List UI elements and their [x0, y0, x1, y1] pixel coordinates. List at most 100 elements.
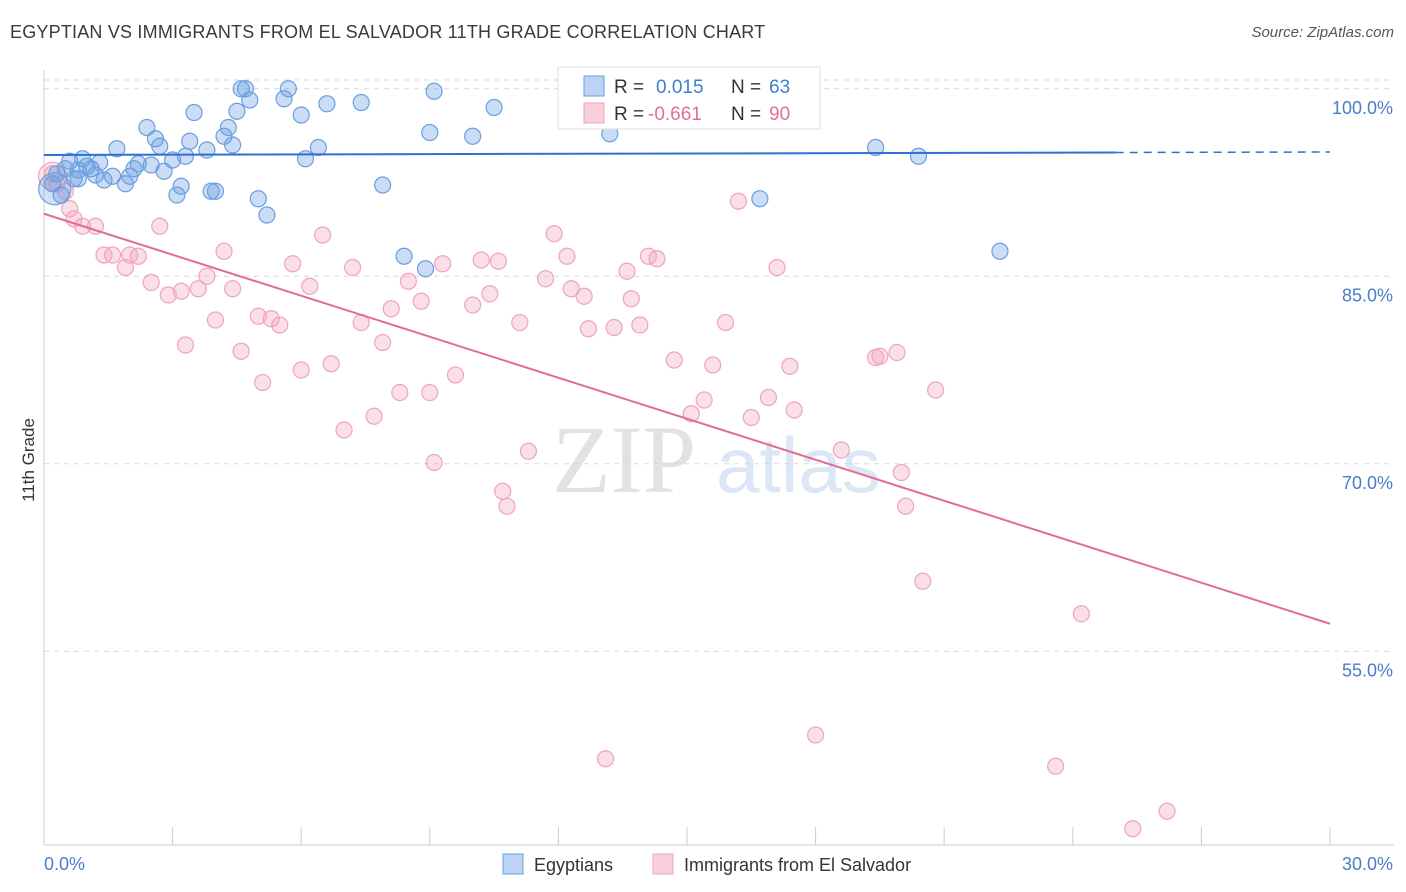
bottom-legend-swatch-pink: [652, 853, 674, 875]
y-tick-label: 85.0%: [1342, 285, 1393, 305]
data-point-egyptians: [103, 167, 122, 185]
data-point-egyptians: [991, 242, 1009, 260]
source-credit: Source: ZipAtlas.com: [1251, 24, 1394, 41]
data-point-immigrants-el-salvador: [648, 250, 666, 268]
data-point-immigrants-el-salvador: [425, 453, 443, 472]
data-point-immigrants-el-salvador: [489, 252, 507, 270]
data-point-egyptians-cluster: [38, 172, 72, 206]
data-point-immigrants-el-salvador: [335, 421, 353, 439]
data-point-egyptians: [292, 106, 310, 124]
axes: [43, 70, 1394, 846]
x-tick-label-max: 30.0%: [1342, 854, 1393, 874]
data-point-egyptians: [228, 102, 246, 120]
data-point-immigrants-el-salvador: [622, 290, 640, 308]
data-point-egyptians: [95, 171, 113, 189]
data-point-immigrants-el-salvador: [519, 442, 537, 460]
data-point-immigrants-el-salvador: [575, 287, 593, 305]
data-point-immigrants-el-salvador: [618, 262, 636, 280]
trend-lines: [43, 151, 1331, 625]
data-point-immigrants-el-salvador: [365, 407, 383, 425]
data-point-immigrants-el-salvador: [914, 572, 932, 590]
data-point-egyptians: [164, 151, 182, 169]
data-point-immigrants-el-salvador: [695, 391, 713, 409]
data-point-immigrants-el-salvador: [421, 383, 439, 402]
legend-r-value-pink: -0.661: [648, 104, 702, 125]
data-point-egyptians: [69, 161, 87, 179]
legend-n-value-blue: 63: [769, 77, 790, 98]
data-point-immigrants-el-salvador: [121, 246, 139, 264]
y-axis-tick-labels: 55.0% 70.0% 85.0% 100.0%: [1332, 98, 1393, 681]
data-point-egyptians: [485, 98, 503, 117]
data-point-immigrants-el-salvador: [1158, 802, 1176, 820]
data-point-egyptians: [249, 190, 267, 208]
trend-line-immigrants-el-salvador: [43, 212, 1331, 625]
data-point-egyptians: [318, 95, 336, 113]
data-point-immigrants-el-salvador: [716, 313, 735, 332]
data-point-immigrants-el-salvador: [742, 408, 760, 427]
legend-n-value-pink: 90: [769, 104, 790, 125]
legend-n-label-pink: N =: [731, 104, 761, 125]
watermark-zip: ZIP: [552, 406, 696, 513]
data-point-immigrants-el-salvador: [1047, 757, 1065, 775]
data-point-egyptians: [309, 138, 327, 157]
data-point-immigrants-el-salvador: [704, 356, 722, 374]
legend-swatch-blue: [583, 75, 605, 97]
data-point-immigrants-el-salvador: [151, 217, 169, 235]
data-point-immigrants-el-salvador: [1072, 605, 1090, 623]
data-point-immigrants-el-salvador: [215, 242, 233, 260]
data-point-immigrants-el-salvador: [391, 383, 409, 402]
data-point-immigrants-el-salvador: [806, 726, 825, 744]
data-point-egyptians: [374, 176, 392, 194]
chart-title: EGYPTIAN VS IMMIGRANTS FROM EL SALVADOR …: [10, 22, 766, 42]
stats-legend: R = 0.015 N = 63 R = -0.661 N = 90: [557, 66, 821, 130]
data-point-egyptians: [69, 170, 87, 188]
data-point-egyptians: [867, 138, 885, 157]
data-point-immigrants-el-salvador: [729, 192, 748, 210]
data-point-immigrants-el-salvador: [785, 401, 803, 419]
data-point-egyptians: [151, 137, 169, 155]
legend-n-label-blue: N =: [731, 77, 761, 98]
data-point-immigrants-el-salvador: [888, 343, 906, 362]
y-axis-label: 11th Grade: [19, 418, 38, 502]
data-point-egyptians: [206, 182, 225, 200]
data-point-immigrants-el-salvador: [142, 273, 160, 292]
data-point-immigrants-el-salvador: [284, 255, 302, 273]
data-point-egyptians: [142, 156, 160, 174]
legend-r-value-blue: 0.015: [656, 77, 704, 98]
data-point-egyptians: [91, 153, 109, 172]
data-point-immigrants-el-salvador: [579, 320, 598, 338]
data-point-immigrants-el-salvador: [446, 366, 465, 384]
data-point-immigrants-el-salvador: [129, 247, 147, 265]
data-point-immigrants-el-salvador: [472, 251, 490, 269]
data-point-immigrants-el-salvador: [545, 225, 563, 243]
data-point-egyptians: [279, 80, 297, 98]
data-point-immigrants-el-salvador: [374, 333, 392, 352]
data-point-immigrants-el-salvador: [768, 258, 786, 277]
data-point-immigrants-el-salvador: [249, 307, 267, 325]
data-point-immigrants-el-salvador: [176, 336, 195, 354]
data-point-immigrants-el-salvador: [631, 316, 649, 334]
data-point-egyptians: [176, 147, 195, 165]
data-point-immigrants-el-salvador: [892, 463, 910, 482]
data-point-egyptians: [172, 177, 190, 195]
trend-line-egyptians-extension: [1115, 151, 1331, 154]
data-point-egyptians: [395, 247, 413, 265]
data-point-egyptians: [296, 150, 315, 168]
data-point-immigrants-el-salvador: [206, 311, 225, 329]
x-axis-ticks: [43, 827, 1331, 845]
data-point-immigrants-el-salvador: [232, 342, 250, 360]
data-point-immigrants-el-salvador: [682, 405, 700, 423]
data-point-egyptians: [168, 186, 186, 204]
data-point-egyptians: [202, 182, 220, 200]
data-point-egyptians: [425, 82, 443, 100]
data-point-immigrants-el-salvador: [1124, 820, 1142, 838]
data-point-egyptians: [464, 127, 482, 145]
data-point-egyptians: [416, 260, 435, 278]
data-point-egyptians: [236, 80, 255, 98]
series-legend: Egyptians Immigrants from El Salvador: [502, 853, 911, 875]
data-point-immigrants-el-salvador: [301, 277, 319, 295]
data-point-immigrants-el-salvador: [494, 482, 512, 500]
data-point-immigrants-el-salvador: [382, 300, 400, 318]
trend-line-egyptians: [43, 151, 1116, 156]
